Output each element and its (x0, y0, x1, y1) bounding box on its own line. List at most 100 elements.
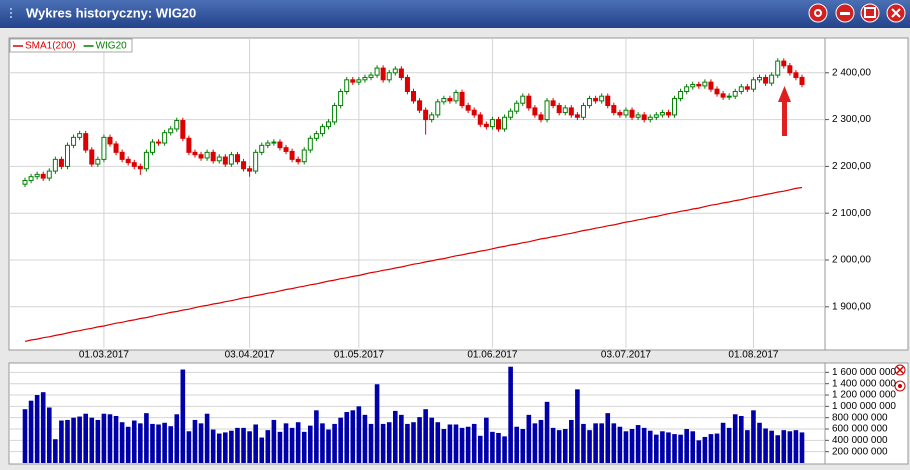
candle-body (301, 149, 307, 163)
volume-bar (144, 413, 149, 463)
candle-body (101, 136, 107, 160)
volume-bar (617, 426, 623, 463)
candle-body (338, 91, 344, 107)
volume-bar (732, 414, 738, 463)
volume-bar (131, 420, 137, 463)
chart-candlestick: 1 900,00 2 000,00 2 100,00 2 200,00 2 300,00… (9, 38, 871, 361)
volume-bar (71, 417, 76, 463)
candle-body (502, 116, 508, 130)
volume-bar (496, 432, 501, 463)
candle-body (253, 151, 259, 172)
candle-body (708, 81, 714, 90)
candle-body (241, 161, 247, 170)
candle-body (52, 158, 58, 172)
volume-bar (702, 436, 708, 463)
volume-bar (441, 429, 447, 463)
candle-body (489, 119, 495, 128)
candle-body (726, 95, 732, 98)
y-tick-label: 2 200,00 (832, 161, 871, 172)
maximize-button[interactable] (860, 3, 880, 23)
y-tick-label: 2 400,00 (832, 67, 871, 78)
candle-body (216, 156, 222, 162)
candle-body (265, 142, 271, 146)
candle-body (404, 76, 410, 93)
volume-bar (168, 426, 173, 463)
candle-body (289, 150, 295, 160)
candle-body (435, 101, 441, 116)
volume-bar (429, 417, 435, 463)
x-tick-label: 03.04.2017 (225, 350, 275, 361)
volume-bar (40, 392, 46, 463)
volume-bar (417, 417, 422, 463)
volume-bar (356, 406, 362, 463)
volume-bar (459, 427, 465, 463)
icon (814, 9, 822, 17)
volume-bar (745, 430, 750, 463)
volume-bar (569, 419, 574, 463)
volume-bar (150, 423, 155, 463)
candle-body (653, 114, 659, 118)
volume-bar (362, 414, 368, 463)
candle-body (107, 136, 113, 145)
candle-body (568, 107, 574, 116)
y-tick-label: 1 000 000 000 (832, 401, 896, 412)
candle-body (125, 158, 131, 164)
settings-button[interactable] (808, 3, 828, 23)
volume-bar (690, 431, 696, 463)
volume-bar (83, 413, 89, 463)
candle-body (684, 86, 690, 93)
volume-bar (514, 426, 519, 463)
volume-bar (641, 427, 647, 463)
volume-bar (666, 432, 671, 463)
candle-body (95, 158, 101, 165)
volume-bar (210, 429, 216, 463)
candle-body (362, 76, 368, 81)
candle-body (204, 151, 210, 159)
volume-bar (368, 423, 374, 463)
candle-body (77, 133, 83, 138)
candle-body (58, 158, 64, 167)
candle-body (593, 98, 599, 102)
volume-bar (477, 435, 483, 463)
legend-label: SMA1(200) (25, 41, 76, 52)
volume-bar (314, 410, 319, 463)
candle-body (447, 98, 453, 102)
candle-body (380, 67, 386, 81)
candle-body (64, 144, 70, 167)
candle-body (429, 114, 435, 121)
x-tick-label: 03.07.2017 (601, 350, 651, 361)
x-tick-label: 01.06.2017 (467, 350, 517, 361)
volume-bar (684, 429, 689, 463)
volume-bar (192, 419, 198, 463)
candle-body (411, 91, 416, 102)
legend-label: WIG20 (96, 41, 128, 52)
candle-body (283, 147, 289, 152)
icon (891, 8, 901, 18)
volume-bar (508, 366, 513, 463)
candle-body (417, 100, 423, 111)
candle-body (696, 83, 702, 87)
candle-body (453, 91, 459, 102)
candle-body (271, 141, 277, 144)
legend: SMA1(200) WIG20 (9, 38, 133, 53)
candle-body (374, 67, 380, 76)
volume-bar (216, 433, 222, 463)
candle-body (623, 109, 629, 116)
volume-bar (775, 435, 781, 463)
candle-body (131, 162, 137, 167)
y-tick-label: 2 100,00 (832, 208, 871, 219)
candle-body (307, 137, 313, 151)
candle-body (40, 173, 46, 179)
candle-body (222, 156, 228, 165)
candle-body (259, 144, 265, 153)
candle-body (386, 72, 392, 81)
candle-body (744, 86, 750, 90)
candle-body (350, 79, 356, 83)
candle-body (392, 68, 398, 74)
volume-bar (581, 423, 586, 463)
volume-bar (107, 414, 113, 463)
y-tick-label: 1 200 000 000 (832, 390, 896, 401)
volume-bar (399, 414, 404, 463)
